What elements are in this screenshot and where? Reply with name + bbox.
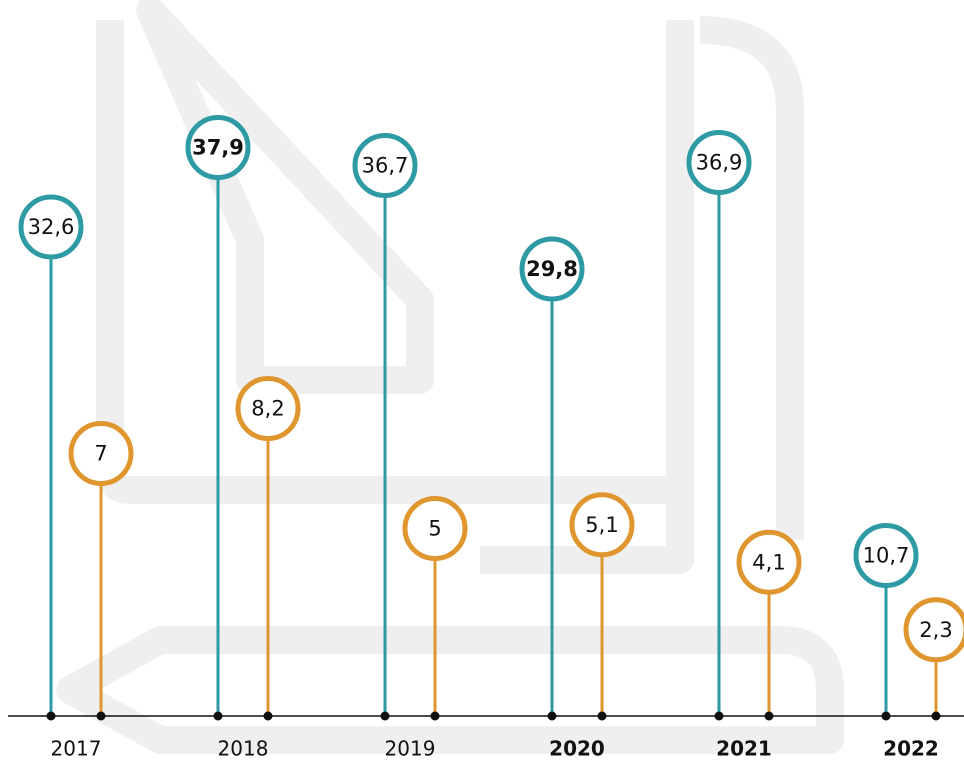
background-watermark	[70, 10, 830, 740]
value-label: 36,7	[362, 154, 409, 178]
value-label: 32,6	[28, 215, 75, 239]
stem-base	[765, 712, 774, 721]
stem-base	[598, 712, 607, 721]
stem-base	[715, 712, 724, 721]
stem-base	[932, 712, 941, 721]
x-tick-label: 2020	[549, 737, 605, 761]
value-label: 5,1	[585, 513, 618, 537]
value-label: 10,7	[863, 544, 910, 568]
value-label: 2,3	[919, 618, 952, 642]
value-label: 36,9	[696, 151, 743, 175]
chart: 2017 2018 2019 2020 2021 2022 32,6 37,9 36,7 29,8…	[0, 0, 964, 763]
value-label: 37,9	[192, 136, 244, 160]
value-label: 4,1	[752, 550, 785, 574]
x-tick-label: 2021	[716, 737, 772, 761]
stem-base	[97, 712, 106, 721]
x-tick-label: 2018	[218, 737, 269, 761]
stem-base	[882, 712, 891, 721]
stem-base	[47, 712, 56, 721]
x-tick-label: 2019	[385, 737, 436, 761]
value-label: 29,8	[526, 257, 578, 281]
value-label: 5	[428, 517, 441, 541]
stem-base	[548, 712, 557, 721]
stem-base	[214, 712, 223, 721]
stem-base	[264, 712, 273, 721]
stem-base	[381, 712, 390, 721]
value-label: 8,2	[251, 397, 284, 421]
x-tick-label: 2017	[51, 737, 102, 761]
stem-base	[431, 712, 440, 721]
x-tick-label: 2022	[883, 737, 939, 761]
value-label: 7	[94, 442, 107, 466]
